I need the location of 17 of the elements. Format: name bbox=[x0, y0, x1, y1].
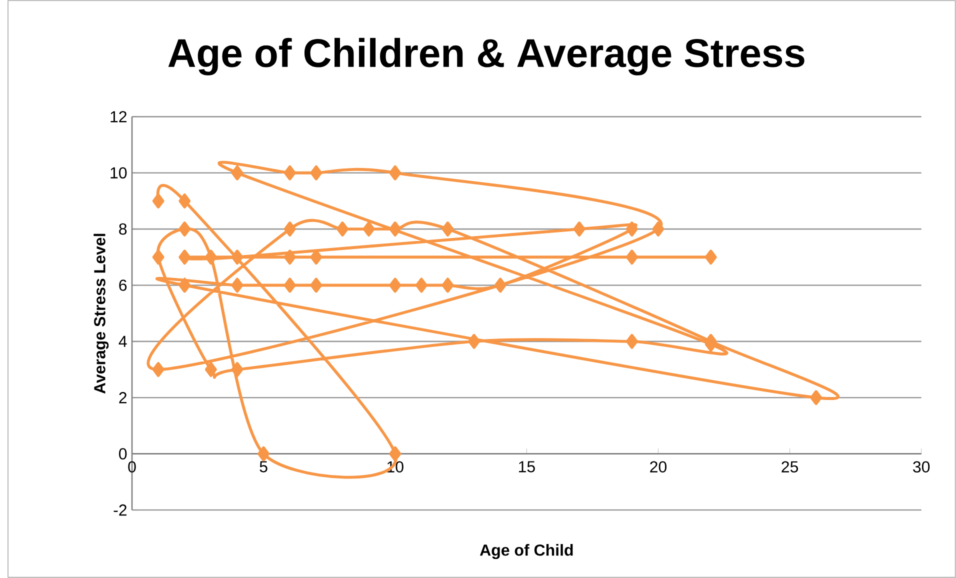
x-tick-label: 15 bbox=[518, 461, 535, 472]
y-tick-label: 4 bbox=[118, 336, 127, 347]
x-tick-label: 0 bbox=[128, 461, 136, 473]
y-tick-label: 0 bbox=[119, 448, 127, 460]
y-axis-title: Average Stress Level bbox=[94, 234, 109, 394]
y-tick-label: 12 bbox=[110, 111, 126, 122]
y-tick-label: -2 bbox=[114, 504, 126, 516]
x-tick-label: 25 bbox=[782, 461, 798, 473]
y-tick-label: 6 bbox=[119, 280, 127, 291]
y-tick-label: 2 bbox=[119, 392, 126, 404]
x-axis-title: Age of Child bbox=[480, 544, 573, 560]
y-tick-label: 10 bbox=[110, 167, 127, 179]
x-tick-label: 5 bbox=[260, 461, 268, 472]
x-tick-label: 30 bbox=[913, 461, 930, 473]
chart-title: Age of Children & Average Stress bbox=[168, 38, 804, 76]
x-tick-label: 20 bbox=[650, 461, 667, 473]
y-tick-label: 8 bbox=[119, 223, 127, 235]
